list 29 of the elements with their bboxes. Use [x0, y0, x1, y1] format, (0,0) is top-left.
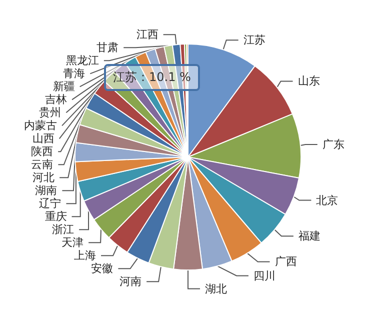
slice-label: 上海 — [74, 249, 96, 262]
slice-label: 黑龙江 — [66, 54, 99, 68]
slice-label: 广西 — [274, 255, 297, 268]
slice-label: 江西 — [136, 28, 158, 42]
slice-label: 云南 — [31, 158, 54, 172]
slice-label: 湖北 — [205, 282, 227, 296]
slice-label: 陕西 — [31, 145, 54, 158]
text: 江苏：10.1 % — [104, 64, 200, 91]
slice-label: 贵州 — [39, 106, 62, 120]
slice-label: 安徽 — [91, 262, 114, 276]
slice-label: 福建 — [298, 230, 320, 243]
slice-label: 湖南 — [35, 184, 58, 198]
slice-label: 四川 — [253, 269, 276, 282]
slice-label: 河南 — [120, 275, 142, 288]
slice-label: 河北 — [32, 171, 55, 184]
slice-label: 内蒙古 — [24, 119, 58, 132]
slice-label: 广东 — [322, 138, 344, 151]
slice-label: 青海 — [63, 67, 86, 80]
slice-label: 重庆 — [44, 210, 67, 224]
slice-label: 山东 — [298, 74, 320, 88]
slice-label: 甘肃 — [96, 41, 119, 54]
slice-label: 新疆 — [52, 80, 75, 94]
slice-label: 北京 — [316, 194, 338, 207]
slice-label: 浙江 — [52, 223, 74, 236]
slice-label: 江苏 — [243, 34, 266, 47]
slice-label: 辽宁 — [39, 197, 62, 210]
slice-label: 山西 — [32, 132, 54, 146]
slice-label: 天津 — [62, 236, 84, 250]
slice-label: 吉林 — [45, 93, 68, 106]
